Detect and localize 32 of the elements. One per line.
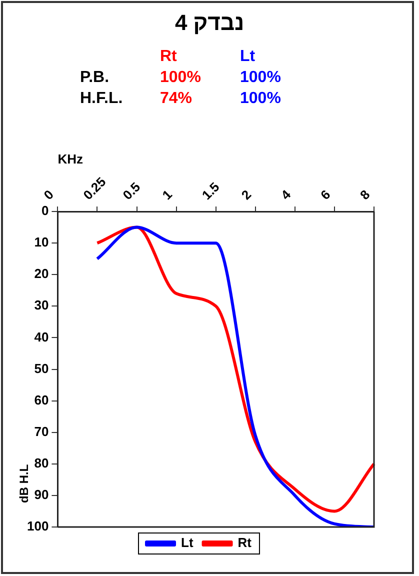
x-tick-label: 0.25 — [80, 174, 109, 203]
y-tick-label: 10 — [34, 234, 49, 250]
y-tick-label: 40 — [34, 329, 49, 344]
text: Lt — [240, 48, 256, 66]
chart-title: נבדק 4 — [174, 10, 246, 36]
x-tick-label: 6 — [317, 186, 334, 203]
text: 100% — [160, 69, 202, 87]
x-tick-label: 2 — [238, 186, 254, 203]
y-tick-label: 30 — [34, 298, 49, 313]
text: 100% — [240, 69, 282, 87]
y-tick-label: 20 — [34, 266, 49, 282]
legend-label: Rt — [238, 535, 252, 550]
y-tick-label: 70 — [34, 424, 49, 439]
legend-label: Lt — [181, 535, 194, 550]
text: 100% — [240, 90, 282, 108]
y-tick-label: 60 — [34, 392, 49, 408]
text: 74% — [160, 90, 194, 108]
y-tick-label: 0 — [41, 203, 49, 218]
text: P.B. — [80, 69, 110, 87]
y-axis-title: dB H.L — [17, 463, 32, 503]
x-tick-label: 8 — [357, 186, 373, 203]
text: Rt — [160, 48, 178, 66]
x-axis-title: KHz — [58, 151, 84, 166]
y-tick-label: 80 — [34, 455, 49, 470]
x-tick-label: 1 — [159, 186, 176, 203]
y-tick-label: 100 — [26, 518, 49, 534]
x-tick-label: 0.5 — [120, 179, 144, 203]
y-tick-label: 50 — [34, 360, 49, 376]
y-tick-label: 90 — [34, 487, 49, 502]
x-tick-label: 1.5 — [198, 179, 222, 203]
x-tick-label: 4 — [278, 186, 294, 203]
text: H.F.L. — [80, 90, 124, 108]
